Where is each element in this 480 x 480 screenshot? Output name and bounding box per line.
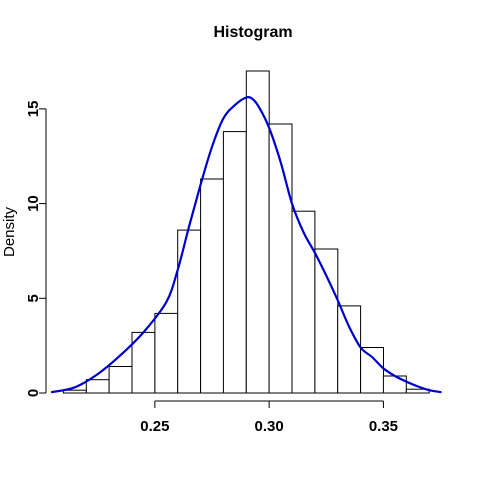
histogram-bar-7 [222,131,247,394]
histogram-bar-6 [200,178,225,394]
histogram-bar-13 [360,347,385,394]
histogram-bar-12 [337,305,362,394]
axes: 0.25 0.30 0.35 0 5 10 15 [25,101,398,435]
histogram-bars [62,70,430,394]
histogram-bar-10 [291,210,316,394]
y-tick-label: 5 [25,294,42,302]
histogram-bar-1 [85,379,110,394]
x-tick-label: 0.25 [140,418,169,435]
histogram-bar-11 [314,248,339,394]
histogram-bar-14 [382,375,407,394]
x-tick-label: 0.35 [369,418,398,435]
chart-title: Histogram [213,24,292,41]
y-tick-label: 10 [25,195,42,212]
y-tick-label: 0 [25,389,42,397]
x-tick-label: 0.30 [255,418,284,435]
x-axis-ticks: 0.25 0.30 0.35 [140,401,398,435]
histogram-bar-4 [154,312,179,394]
y-tick-label: 15 [25,101,42,118]
histogram-bar-2 [108,366,133,394]
density-curve [50,96,442,394]
y-axis-label: Density [1,206,18,257]
y-axis-ticks: 0 5 10 15 [25,101,46,397]
